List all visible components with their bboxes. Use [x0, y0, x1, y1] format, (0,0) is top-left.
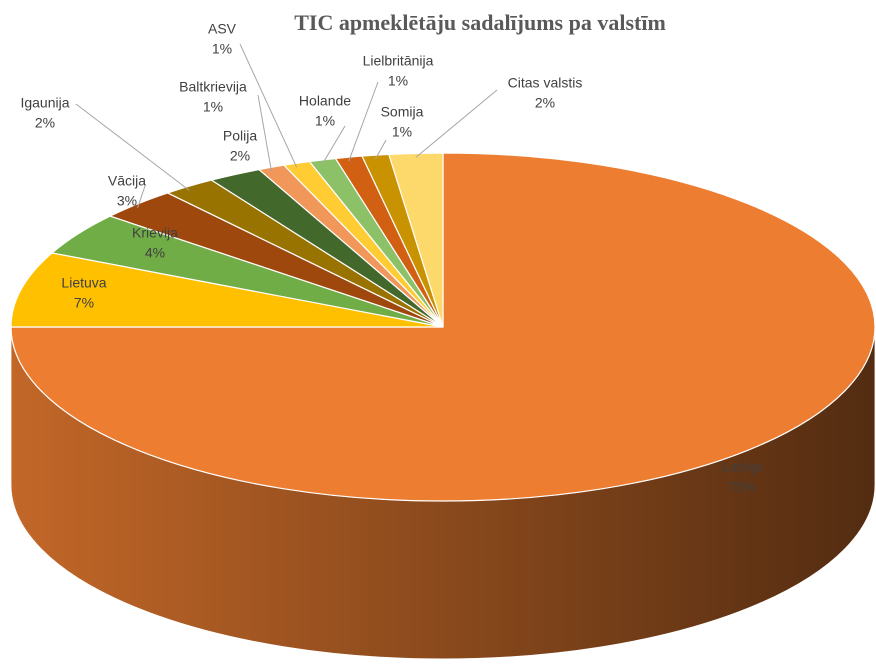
leader-line: [415, 89, 498, 158]
slice-value: 1%: [315, 113, 335, 129]
slice-label: Krievija: [132, 225, 178, 241]
slice-label: Baltkrievija: [179, 79, 247, 95]
leader-line: [75, 103, 190, 191]
slice-value: 1%: [212, 41, 232, 57]
slice-label: Igaunija: [20, 95, 69, 111]
slice-value: 1%: [392, 124, 412, 140]
slice-value: 75%: [728, 479, 756, 495]
slice-value: 2%: [35, 115, 55, 131]
pie-slice: [10, 152, 876, 502]
slice-label: ASV: [208, 21, 237, 37]
slice-label: Somija: [381, 104, 424, 120]
slice-label: Latvija: [722, 459, 763, 475]
slice-label: Holande: [299, 93, 351, 109]
slice-label: Lietuva: [61, 275, 106, 291]
chart-title: TIC apmeklētāju sadalījums pa valstīm: [294, 10, 666, 35]
slice-value: 3%: [117, 193, 137, 209]
slice-value: 1%: [388, 73, 408, 89]
leader-line: [322, 125, 346, 165]
slice-value: 2%: [535, 95, 555, 111]
leader-line: [348, 81, 379, 162]
slice-label: Lielbritānija: [363, 53, 434, 69]
pie-slice: [10, 252, 444, 328]
slice-value: 1%: [203, 99, 223, 115]
slice-label: Vācija: [108, 173, 146, 189]
slice-value: 7%: [74, 295, 94, 311]
leader-line: [374, 139, 387, 160]
leader-line: [257, 94, 272, 172]
pie-slice: [388, 152, 444, 328]
slice-label: Citas valstis: [508, 75, 583, 91]
slice-value: 2%: [230, 148, 250, 164]
slice-label: Polija: [223, 128, 257, 144]
leader-line: [239, 43, 298, 168]
slice-value: 4%: [145, 245, 165, 261]
leader-line: [137, 185, 146, 209]
